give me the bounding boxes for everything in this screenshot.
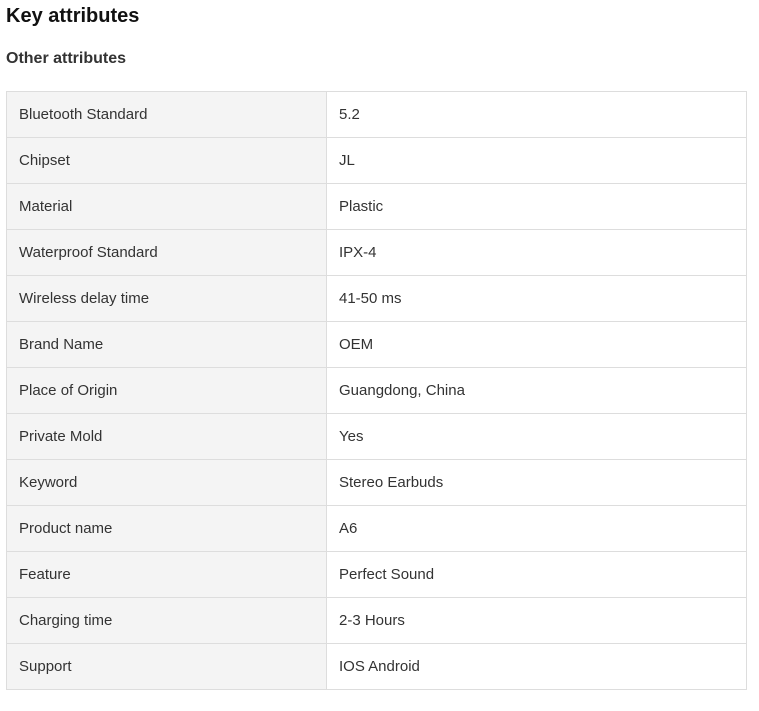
attributes-table: Bluetooth Standard 5.2 Chipset JL Material Pl… [6, 91, 747, 690]
table-row: Charging time 2-3 Hours [6, 597, 747, 644]
attribute-key: Wireless delay time [6, 275, 327, 322]
attribute-value: Stereo Earbuds [326, 459, 747, 506]
attribute-value: OEM [326, 321, 747, 368]
attribute-key: Support [6, 643, 327, 690]
table-row: Chipset JL [6, 137, 747, 184]
attribute-value: Perfect Sound [326, 551, 747, 598]
table-row: Place of Origin Guangdong, China [6, 367, 747, 414]
attribute-key: Charging time [6, 597, 327, 644]
attribute-value: IPX-4 [326, 229, 747, 276]
attribute-value: 5.2 [326, 91, 747, 138]
table-row: Bluetooth Standard 5.2 [6, 91, 747, 138]
table-row: Feature Perfect Sound [6, 551, 747, 598]
table-row: Waterproof Standard IPX-4 [6, 229, 747, 276]
table-row: Support IOS Android [6, 643, 747, 690]
section-title: Other attributes [6, 50, 127, 67]
attribute-key: Brand Name [6, 321, 327, 368]
table-row: Product name A6 [6, 505, 747, 552]
attribute-value: 2-3 Hours [326, 597, 747, 644]
attribute-value: 41-50 ms [326, 275, 747, 322]
attribute-value: JL [326, 137, 747, 184]
attribute-value: Guangdong, China [326, 367, 747, 414]
attribute-key: Bluetooth Standard [6, 91, 327, 138]
attribute-value: A6 [326, 505, 747, 552]
attribute-key: Feature [6, 551, 327, 598]
table-row: Material Plastic [6, 183, 747, 230]
table-row: Wireless delay time 41-50 ms [6, 275, 747, 322]
table-row: Brand Name OEM [6, 321, 747, 368]
attribute-value: Plastic [326, 183, 747, 230]
attribute-key: Material [6, 183, 327, 230]
attribute-key: Product name [6, 505, 327, 552]
table-row: Private Mold Yes [6, 413, 747, 460]
table-row: Keyword Stereo Earbuds [6, 459, 747, 506]
attribute-key: Waterproof Standard [6, 229, 327, 276]
attribute-key: Place of Origin [6, 367, 327, 414]
attribute-value: Yes [326, 413, 747, 460]
attribute-key: Private Mold [6, 413, 327, 460]
page-title: Key attributes [6, 5, 140, 27]
attribute-value: IOS Android [326, 643, 747, 690]
attribute-key: Chipset [6, 137, 327, 184]
attribute-key: Keyword [6, 459, 327, 506]
